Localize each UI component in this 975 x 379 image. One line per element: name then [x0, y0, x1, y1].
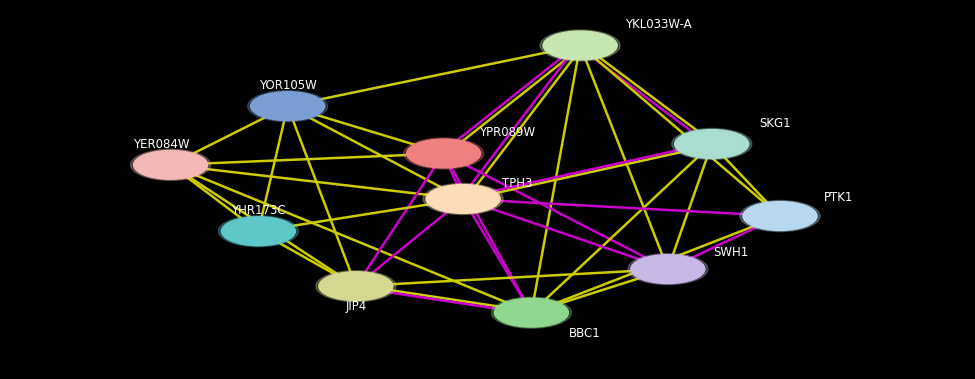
Text: YOR105W: YOR105W [258, 79, 317, 92]
Circle shape [218, 216, 298, 247]
Text: BBC1: BBC1 [569, 327, 601, 340]
Text: YHR173C: YHR173C [231, 204, 286, 217]
Circle shape [491, 297, 571, 328]
Text: YER084W: YER084W [133, 138, 189, 150]
Circle shape [426, 185, 500, 213]
Circle shape [407, 139, 481, 168]
Circle shape [672, 128, 752, 160]
Text: YPR089W: YPR089W [479, 126, 535, 139]
Circle shape [221, 217, 295, 246]
Circle shape [675, 130, 749, 158]
Circle shape [740, 200, 820, 232]
Text: SKG1: SKG1 [760, 117, 791, 130]
Circle shape [540, 30, 620, 61]
Circle shape [319, 272, 393, 301]
Circle shape [743, 202, 817, 230]
Circle shape [251, 92, 325, 121]
Circle shape [543, 31, 617, 60]
Circle shape [316, 271, 396, 302]
Text: PTK1: PTK1 [824, 191, 853, 204]
Text: SWH1: SWH1 [714, 246, 749, 258]
Circle shape [631, 255, 705, 283]
Circle shape [131, 149, 211, 180]
Circle shape [494, 298, 568, 327]
Circle shape [628, 254, 708, 285]
Text: JIP4: JIP4 [345, 301, 367, 313]
Text: TPH3: TPH3 [501, 177, 532, 190]
Circle shape [248, 91, 328, 122]
Circle shape [404, 138, 484, 169]
Circle shape [423, 183, 503, 215]
Text: YKL033W-A: YKL033W-A [625, 18, 691, 31]
Circle shape [134, 150, 208, 179]
